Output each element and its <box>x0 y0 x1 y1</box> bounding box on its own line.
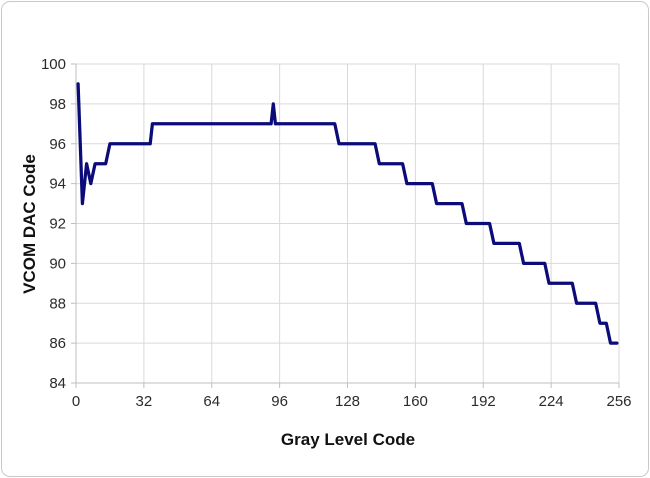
y-tick-label: 98 <box>49 96 66 113</box>
y-tick-label: 94 <box>49 176 66 193</box>
y-tick-label: 92 <box>49 216 66 233</box>
tick-marks <box>71 63 620 388</box>
series-line <box>76 82 619 345</box>
x-tick-label: 128 <box>335 393 360 410</box>
tick-labels: 0 32 64 96 128 160 192 224 256 84 86 88 90 92 94 96 98 10… <box>41 56 632 410</box>
y-tick-label: 96 <box>49 136 66 153</box>
y-tick-label: 84 <box>49 375 66 392</box>
y-tick-label: 90 <box>49 255 66 272</box>
y-tick-label: 86 <box>49 335 66 352</box>
x-axis-title: Gray Level Code <box>281 430 415 449</box>
x-tick-label: 256 <box>606 393 631 410</box>
y-axis-title: VCOM DAC Code <box>20 154 39 294</box>
x-tick-label: 160 <box>403 393 428 410</box>
x-tick-label: 224 <box>539 393 564 410</box>
x-tick-label: 192 <box>471 393 496 410</box>
y-tick-label: 88 <box>49 295 66 312</box>
x-tick-label: 64 <box>203 393 220 410</box>
gridlines <box>75 63 620 383</box>
x-tick-label: 32 <box>136 393 153 410</box>
x-tick-label: 0 <box>72 393 80 410</box>
y-tick-label: 100 <box>41 56 66 73</box>
x-tick-label: 96 <box>271 393 288 410</box>
